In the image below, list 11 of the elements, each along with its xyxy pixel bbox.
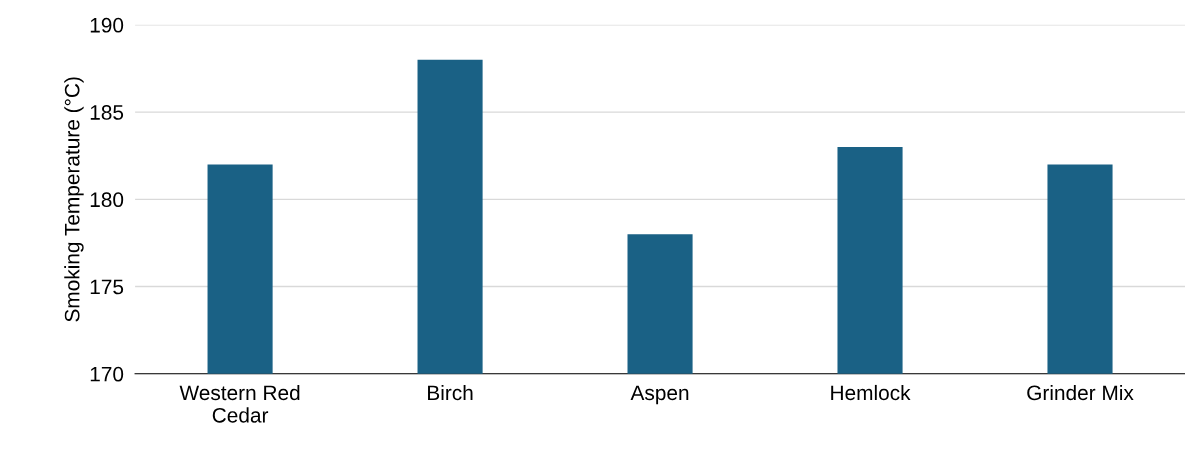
y-tick-label: 185 [90,105,124,120]
x-tick-label: Birch [428,384,473,401]
x-tick-label: Grinder Mix [1027,384,1134,401]
x-tick-label: Hemlock [831,384,911,401]
x-tick-label: Aspen [630,385,689,405]
x-tick-label: Western Red Cedar [179,384,300,423]
y-tick-label: 170 [90,366,124,382]
y-tick-label: 190 [90,17,124,33]
y-axis-title: Smoking Temperature (°C) [64,77,84,322]
y-tick-label: 180 [90,192,124,208]
y-tick-label: 175 [90,279,124,295]
